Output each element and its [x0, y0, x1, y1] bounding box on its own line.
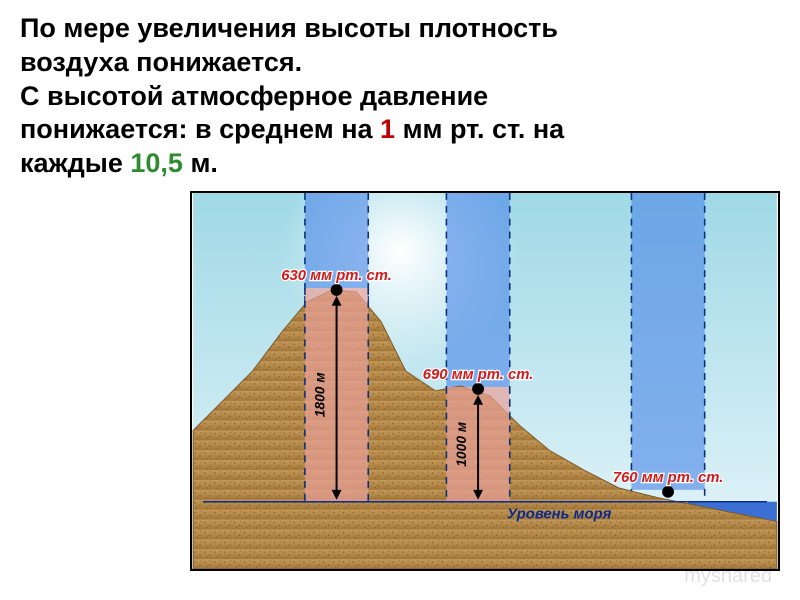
sea-level-label: Уровень моря — [507, 506, 612, 522]
heading-highlight-10-5: 10,5 — [130, 148, 183, 178]
measurement-point-icon — [331, 284, 343, 296]
height-label: 1800 м — [312, 372, 328, 417]
height-label: 1000 м — [453, 422, 469, 467]
heading-highlight-1: 1 — [380, 114, 395, 144]
heading-line-5b: м. — [183, 148, 218, 178]
pressure-value-label: 690 мм рт. ст. — [423, 367, 534, 383]
air-column — [446, 193, 509, 387]
heading-line-2: воздуха понижается. — [20, 47, 302, 77]
heading-line-3: С высотой атмосферное давление — [20, 81, 488, 111]
slide: По мере увеличения высоты плотность возд… — [0, 0, 800, 600]
heading-line-4a: понижается: в среднем на — [20, 114, 380, 144]
measurement-point-icon — [662, 486, 674, 498]
heading-line-1: По мере увеличения высоты плотность — [20, 13, 558, 43]
slide-heading: По мере увеличения высоты плотность возд… — [20, 12, 780, 181]
pressure-value-label: 630 мм рт. ст. — [281, 268, 392, 284]
diagram-container: 1800 м 1000 м Уровень моря 630 мм рт. ст.… — [20, 191, 780, 571]
air-column — [631, 193, 704, 490]
heading-line-4b: мм рт. ст. на — [395, 114, 564, 144]
heading-line-5a: каждые — [20, 148, 130, 178]
measurement-point-icon — [472, 383, 484, 395]
pressure-value-label: 760 мм рт. ст. — [613, 470, 724, 486]
pressure-altitude-diagram: 1800 м 1000 м Уровень моря 630 мм рт. ст.… — [190, 191, 780, 571]
